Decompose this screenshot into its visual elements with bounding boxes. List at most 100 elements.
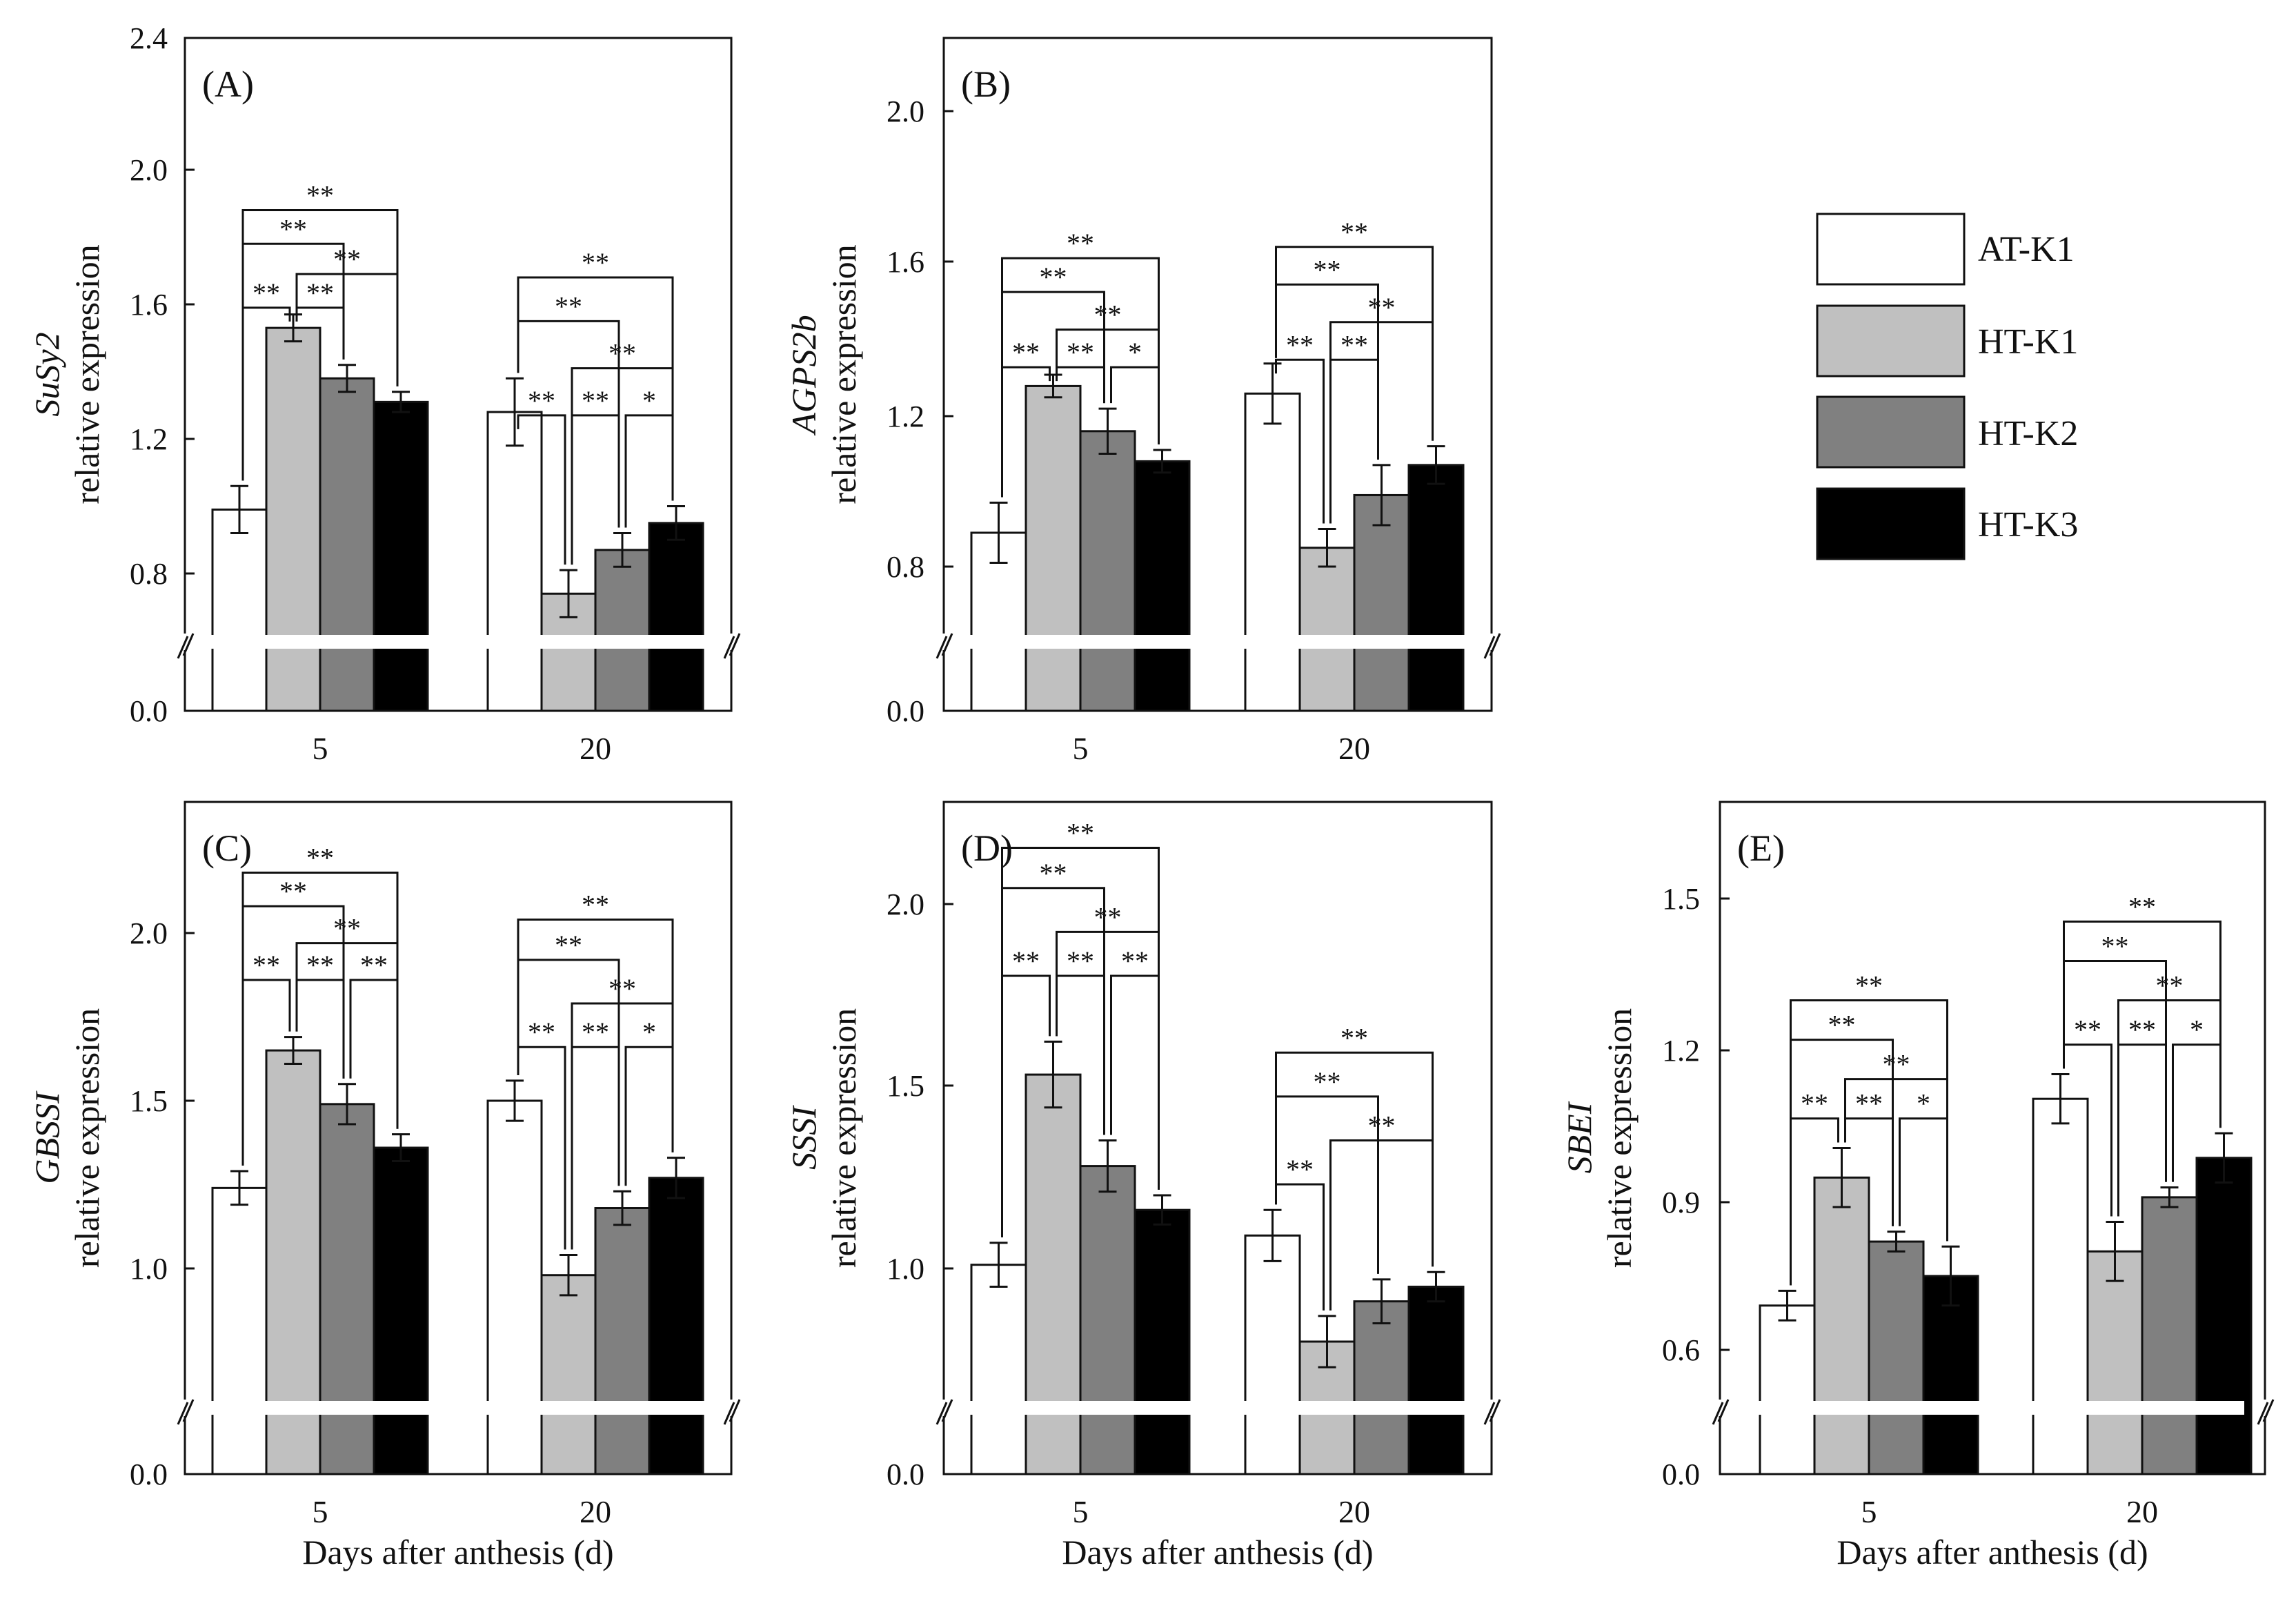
error-bar — [1044, 373, 1062, 399]
error-bar — [284, 1036, 302, 1066]
significance-bracket — [1329, 358, 1379, 524]
axis-break-mark — [1712, 1402, 1724, 1425]
axis-break-band — [206, 1401, 711, 1415]
significance-label: ** — [528, 1017, 555, 1048]
y-tick-label: 2.0 — [887, 887, 924, 921]
x-tick-label: 5 — [313, 731, 328, 766]
y-tick-label: 0.0 — [1662, 1458, 1700, 1491]
y-tick-label: 1.5 — [1662, 882, 1700, 916]
x-tick-label: 5 — [1073, 1494, 1089, 1529]
bar-ht-k1-day5 — [265, 326, 321, 712]
significance-label: ** — [1828, 1010, 1856, 1041]
error-bar — [989, 501, 1008, 565]
significance-bracket — [1110, 974, 1160, 1190]
error-bar — [1941, 1245, 1960, 1307]
significance-bracket — [517, 1046, 566, 1250]
error-bar — [1153, 1194, 1171, 1226]
panel-label: (E) — [1737, 827, 1785, 869]
axis-break-mark — [1483, 1402, 1496, 1425]
error-bar — [338, 364, 356, 393]
significance-label: ** — [1067, 337, 1094, 368]
axis-break-band — [1741, 1401, 2244, 1415]
significance-bracket — [1056, 974, 1105, 1135]
significance-label: ** — [1368, 292, 1396, 323]
axis-break-mark — [1489, 633, 1501, 656]
chart-panel-b: 5 20 0.0 0.8 1.2 1.6 2.0 AGPS2b relative express… — [784, 37, 1501, 766]
significance-label: ** — [555, 930, 582, 961]
bar-ht-k2-day5 — [1079, 1165, 1136, 1475]
significance-bracket — [1001, 974, 1051, 1237]
axis-break-mark — [1489, 1399, 1501, 1422]
error-bar — [1318, 528, 1336, 568]
y-tick-label: 1.2 — [130, 422, 168, 456]
axis-break-mark — [723, 1402, 735, 1425]
y-tick-label: 0.6 — [1662, 1333, 1700, 1367]
y-axis-label: GBSSI relative expression — [28, 1008, 106, 1268]
bar-ht-k2-day5 — [319, 377, 375, 712]
significance-label: ** — [1012, 337, 1040, 368]
significance-bracket — [624, 414, 674, 528]
significance-label: ** — [1286, 329, 1314, 360]
significance-bracket — [1275, 1095, 1379, 1274]
significance-line — [295, 306, 345, 360]
chart-panel-a: 5 20 0.0 0.8 1.2 1.6 2.0 2.4 SuSy2 relative expre… — [28, 21, 741, 766]
axis-break-mark — [2262, 1399, 2275, 1422]
significance-line — [517, 1046, 566, 1250]
bar-at-k1-day20 — [2032, 1097, 2089, 1475]
significance-label: ** — [1855, 1088, 1883, 1119]
significance-line — [349, 979, 399, 1129]
significance-line — [1844, 1117, 1894, 1226]
y-tick-label: 2.4 — [130, 21, 168, 55]
axis-break-mark — [729, 1399, 741, 1422]
error-bar — [2051, 1073, 2070, 1125]
legend-label-ht-k3: HT-K3 — [1978, 505, 2078, 545]
y-tick-label: 1.5 — [887, 1069, 924, 1103]
y-tick-label: 1.6 — [130, 288, 168, 322]
significance-bracket — [571, 1046, 620, 1250]
axis-break-mark — [2257, 1402, 2269, 1425]
y-tick-label: 0.8 — [887, 550, 924, 584]
significance-label: ** — [582, 1017, 609, 1048]
legend-swatch-at-k1 — [1816, 213, 1966, 286]
significance-label: * — [642, 1017, 656, 1048]
significance-line — [2172, 1043, 2221, 1182]
x-axis-title: Days after anthesis (d) — [1062, 1533, 1373, 1571]
y-tick-label: 0.0 — [887, 1458, 924, 1491]
significance-label: ** — [2101, 930, 2129, 961]
significance-label: ** — [1094, 300, 1122, 331]
significance-label: ** — [1801, 1088, 1828, 1119]
error-bar — [2160, 1186, 2179, 1208]
significance-label: ** — [1012, 945, 1040, 977]
bar-ht-k1-day20 — [2086, 1250, 2144, 1475]
significance-line — [1790, 1117, 1839, 1286]
bar-ht-k2-day20 — [594, 1207, 651, 1475]
error-bar — [613, 1190, 631, 1226]
significance-line — [1110, 974, 1160, 1190]
y-tick-label: 0.9 — [1662, 1186, 1700, 1219]
significance-line — [1056, 974, 1105, 1135]
plot-frame — [1719, 801, 2266, 1475]
significance-label: ** — [2156, 970, 2184, 1001]
legend-label-at-k1: AT-K1 — [1978, 230, 2075, 269]
y-tick-label: 2.0 — [130, 153, 168, 187]
error-bar — [392, 391, 410, 413]
significance-bracket — [624, 1046, 674, 1186]
legend-swatch-ht-k3 — [1816, 487, 1966, 560]
y-tick-label: 1.5 — [130, 1084, 168, 1118]
significance-bracket — [1056, 366, 1105, 404]
significance-label: ** — [1040, 858, 1067, 889]
significance-line — [571, 1046, 620, 1250]
significance-bracket — [2063, 1043, 2112, 1217]
bar-ht-k2-day5 — [1868, 1240, 1925, 1475]
significance-label: ** — [582, 247, 609, 278]
significance-label: ** — [1340, 329, 1368, 360]
significance-bracket — [1275, 358, 1325, 524]
significance-bracket — [2172, 1043, 2221, 1182]
significance-label: ** — [279, 213, 307, 244]
significance-bracket — [1001, 366, 1051, 498]
error-bar — [560, 569, 577, 618]
chart-panel-c: 5 20 0.0 1.0 1.5 2.0 GBSSI relative expression (… — [28, 801, 741, 1571]
significance-line — [1056, 366, 1105, 404]
x-tick-label: 5 — [1073, 731, 1089, 766]
